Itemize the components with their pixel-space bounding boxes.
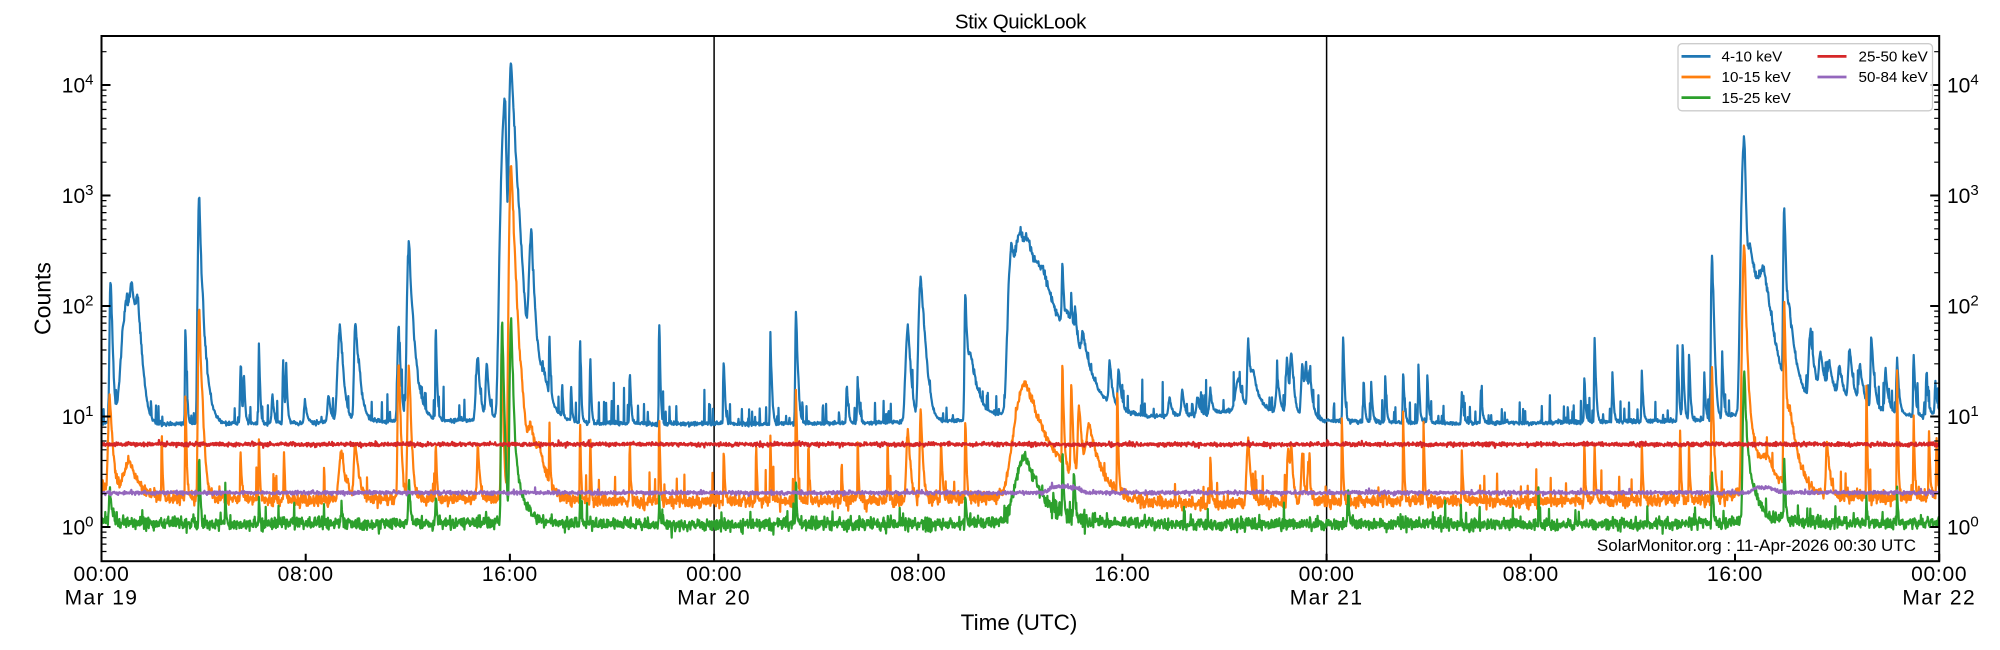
svg-text:Stix QuickLook: Stix QuickLook bbox=[955, 11, 1087, 34]
svg-text:Time (UTC): Time (UTC) bbox=[961, 610, 1078, 635]
svg-text:16:00: 16:00 bbox=[482, 563, 538, 586]
svg-text:08:00: 08:00 bbox=[890, 563, 946, 586]
svg-text:SolarMonitor.org : 11-Apr-2026: SolarMonitor.org : 11-Apr-2026 00:30 UTC bbox=[1597, 536, 1916, 555]
svg-text:Mar 22: Mar 22 bbox=[1902, 587, 1976, 610]
svg-text:Mar 21: Mar 21 bbox=[1290, 587, 1364, 610]
svg-text:08:00: 08:00 bbox=[1503, 563, 1559, 586]
svg-text:102: 102 bbox=[1947, 293, 1979, 319]
svg-text:00:00: 00:00 bbox=[1299, 563, 1355, 586]
svg-text:50-84 keV: 50-84 keV bbox=[1859, 69, 1929, 86]
svg-text:4-10 keV: 4-10 keV bbox=[1722, 49, 1784, 66]
svg-text:25-50 keV: 25-50 keV bbox=[1859, 49, 1929, 66]
svg-text:00:00: 00:00 bbox=[686, 563, 742, 586]
svg-text:16:00: 16:00 bbox=[1707, 563, 1763, 586]
svg-text:00:00: 00:00 bbox=[73, 563, 129, 586]
svg-text:00:00: 00:00 bbox=[1911, 563, 1967, 586]
svg-text:15-25 keV: 15-25 keV bbox=[1722, 90, 1792, 107]
svg-text:Mar 20: Mar 20 bbox=[677, 587, 751, 610]
svg-text:16:00: 16:00 bbox=[1094, 563, 1150, 586]
svg-text:Counts: Counts bbox=[30, 262, 56, 335]
svg-text:08:00: 08:00 bbox=[278, 563, 334, 586]
svg-text:10-15 keV: 10-15 keV bbox=[1722, 69, 1792, 86]
svg-text:Mar 19: Mar 19 bbox=[65, 587, 139, 610]
